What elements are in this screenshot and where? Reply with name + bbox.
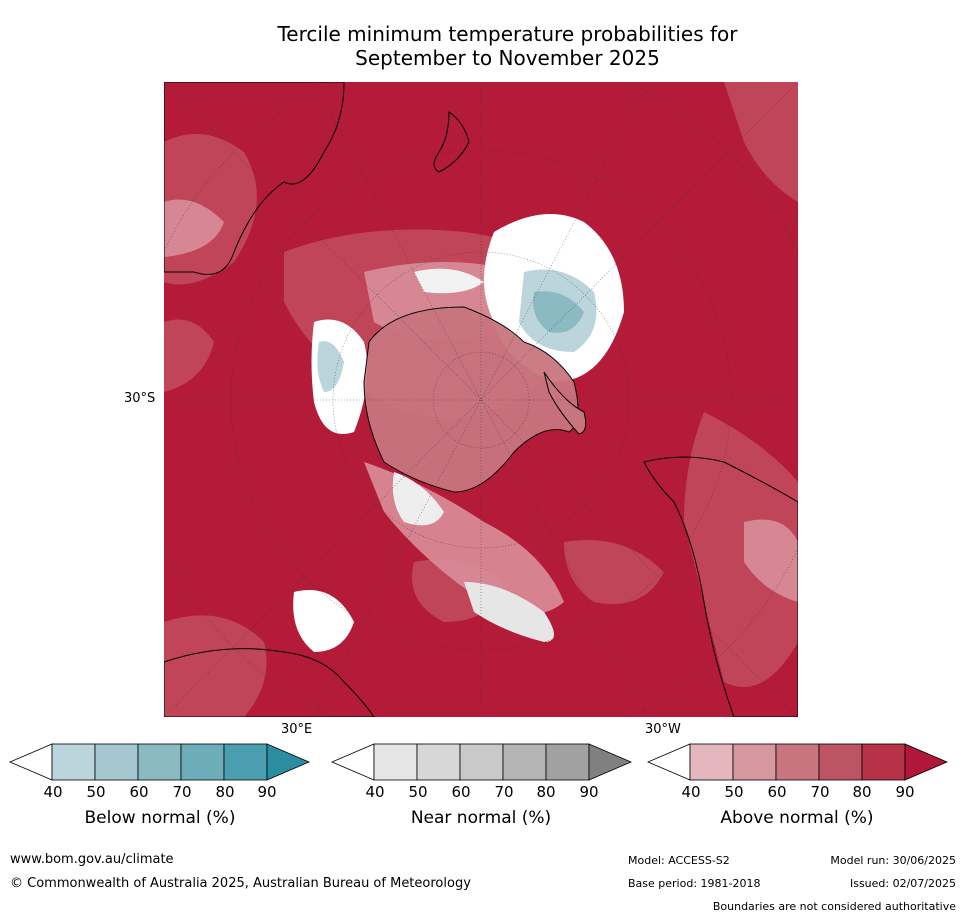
copyright-text: © Commonwealth of Australia 2025, Austra… [10,876,471,891]
chart-title: Tercile minimum temperature probabilitie… [165,22,850,70]
colorbar-segment-40-50 [51,743,96,781]
model-text: Model: ACCESS-S2 [628,854,730,867]
colorbar-segment-60-70 [775,743,820,781]
colorbar-above-label: Above normal (%) [720,808,874,828]
colorbar-below-svg [8,743,311,781]
colorbar-segment-50-60 [416,743,461,781]
tick-below-40: 40 [43,783,63,801]
colorbar-segment-70-80 [502,743,547,781]
colorbar-below-label: Below normal (%) [84,808,236,828]
antarctica-outline [363,306,579,493]
title-line-2: September to November 2025 [355,46,660,70]
tick-near-60: 60 [451,783,471,801]
website-link[interactable]: www.bom.gov.au/climate [10,852,174,867]
colorbar-near-svg [330,743,633,781]
tick-above-80: 80 [852,783,872,801]
colorbar-segment-lower-extension [8,743,53,781]
model-run-text: Model run: 30/06/2025 [830,854,956,867]
lat-label-30s: 30°S [124,391,156,406]
graticule [164,82,798,717]
australia-outline [164,82,345,275]
africa-outline [164,648,375,717]
tick-above-40: 40 [681,783,701,801]
colorbar-segment-70-80 [818,743,863,781]
tick-below-70: 70 [172,783,192,801]
colorbar-segment-upper-extension [904,743,949,781]
lon-label-30e: 30°E [281,722,313,737]
tick-near-80: 80 [536,783,556,801]
tick-near-50: 50 [408,783,428,801]
colorbar-segment-80-90 [545,743,590,781]
colorbar-segment-upper-extension [266,743,311,781]
tick-below-60: 60 [129,783,149,801]
colorbar-above-normal [646,743,949,781]
colorbar-segment-50-60 [732,743,777,781]
tick-near-70: 70 [494,783,514,801]
tick-below-90: 90 [257,783,277,801]
base-period-text: Base period: 1981-2018 [628,877,761,890]
issued-text: Issued: 02/07/2025 [849,877,956,890]
new-zealand-outline [433,111,470,173]
tick-above-90: 90 [895,783,915,801]
tick-below-50: 50 [86,783,106,801]
below-normal-regions [317,269,597,392]
tick-above-50: 50 [724,783,744,801]
tick-near-40: 40 [365,783,385,801]
colorbar-segment-40-50 [373,743,418,781]
colorbar-segment-50-60 [94,743,139,781]
colorbar-segment-40-50 [689,743,734,781]
tick-above-70: 70 [810,783,830,801]
colorbar-segment-80-90 [223,743,268,781]
colorbar-near-label: Near normal (%) [410,808,552,828]
colorbar-segment-lower-extension [330,743,375,781]
colorbar-below-normal [8,743,311,781]
colorbar-near-normal [330,743,633,781]
probability-map [164,82,798,717]
colorbar-segment-70-80 [180,743,225,781]
tick-below-80: 80 [215,783,235,801]
map-canvas [164,82,798,717]
title-line-1: Tercile minimum temperature probabilitie… [277,22,738,46]
south-america-outline [643,456,798,717]
tick-near-90: 90 [579,783,599,801]
colorbar-segment-60-70 [137,743,182,781]
colorbar-segment-60-70 [459,743,504,781]
lon-label-30w: 30°W [645,722,681,737]
colorbar-above-svg [646,743,949,781]
disclaimer-text: Boundaries are not considered authoritat… [712,900,956,913]
colorbar-segment-80-90 [861,743,906,781]
tick-above-60: 60 [767,783,787,801]
colorbar-segment-upper-extension [588,743,633,781]
colorbar-segment-lower-extension [646,743,691,781]
antarctic-peninsula-outline [543,371,587,435]
